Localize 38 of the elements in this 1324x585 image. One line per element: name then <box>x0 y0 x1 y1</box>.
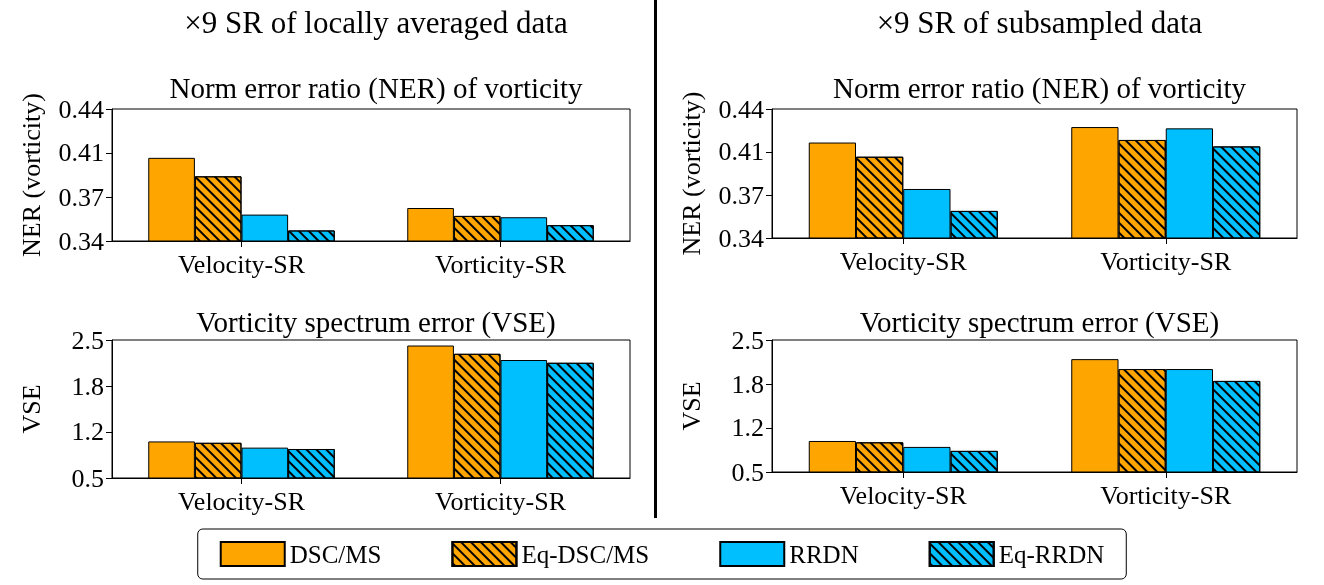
y-tick-label: 0.34 <box>58 226 104 256</box>
x-tick-label: Vorticity-SR <box>1100 480 1232 510</box>
y-axis-title: NER (vorticity) <box>676 91 706 256</box>
x-tick-label: Vorticity-SR <box>435 486 567 516</box>
x-tick-label: Vorticity-SR <box>1100 246 1232 276</box>
y-tick-label: 0.44 <box>58 94 104 124</box>
y-tick-label: 1.8 <box>71 371 104 401</box>
x-tick-label: Velocity-SR <box>177 486 306 516</box>
y-tick-label: 1.2 <box>71 417 104 447</box>
y-tick-label: 0.37 <box>58 182 104 212</box>
chart-title: Norm error ratio (NER) of vorticity <box>169 71 584 105</box>
chart-title: Norm error ratio (NER) of vorticity <box>832 71 1247 105</box>
legend-label: RRDN <box>789 540 859 568</box>
y-tick-label: 0.37 <box>718 180 764 210</box>
text: ×9 SR of subsampled data <box>876 5 1203 40</box>
legend-label: DSC/MS <box>289 540 382 568</box>
y-tick-label: 0.41 <box>58 138 104 168</box>
x-tick-label: Velocity-SR <box>839 480 968 510</box>
chart-title: Vorticity spectrum error (VSE) <box>859 305 1220 339</box>
text: ×9 SR of locally averaged data <box>184 5 568 40</box>
y-tick-label: 0.5 <box>731 457 764 487</box>
y-axis-title: VSE <box>676 381 706 431</box>
y-tick-label: 2.5 <box>71 325 104 355</box>
y-axis-title: NER (vorticity) <box>16 93 46 257</box>
y-tick-label: 1.2 <box>731 413 764 443</box>
legend-label: Eq-DSC/MS <box>521 540 650 568</box>
legend-label: Eq-RRDN <box>998 540 1105 568</box>
y-tick-label: 0.5 <box>71 463 104 493</box>
x-tick-label: Velocity-SR <box>839 246 968 276</box>
y-tick-label: 2.5 <box>731 325 764 355</box>
chart-title: Vorticity spectrum error (VSE) <box>196 305 556 339</box>
y-tick-label: 1.8 <box>731 369 764 399</box>
y-tick-label: 0.44 <box>718 94 764 124</box>
x-tick-label: Velocity-SR <box>177 249 306 279</box>
x-tick-label: Vorticity-SR <box>435 249 567 279</box>
y-axis-title: VSE <box>16 384 46 434</box>
y-tick-label: 0.41 <box>718 137 764 167</box>
y-tick-label: 0.34 <box>718 223 764 253</box>
